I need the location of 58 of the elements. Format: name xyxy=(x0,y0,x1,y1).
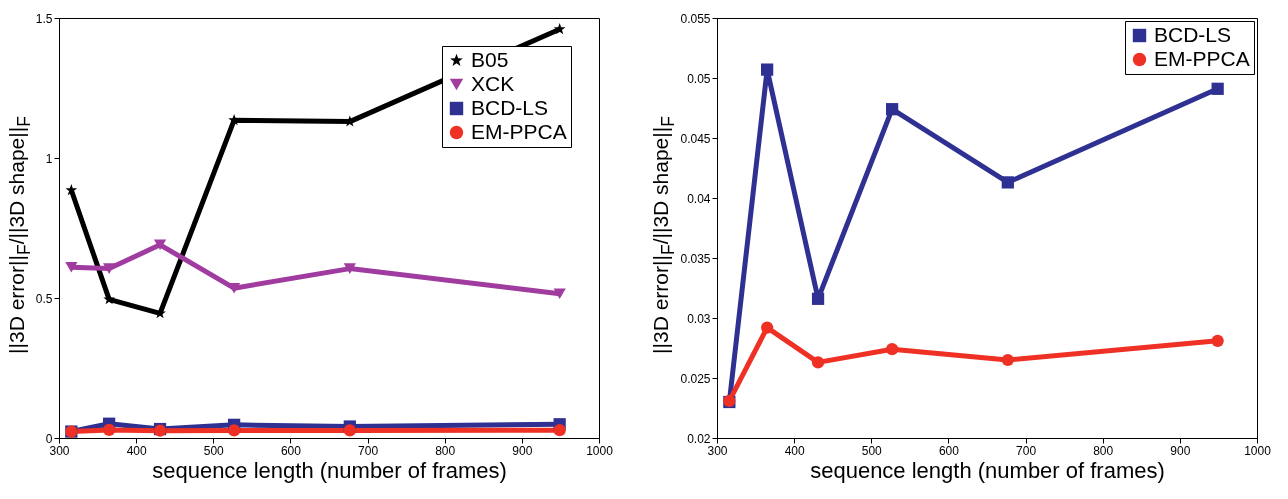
x-tick-label: 500 xyxy=(203,443,225,458)
point xyxy=(103,263,116,274)
point xyxy=(811,292,825,305)
legend-label: BCD-LS xyxy=(471,95,549,119)
x-tick-label: 900 xyxy=(512,443,533,458)
y-tick-label: 0.035 xyxy=(680,251,711,266)
point xyxy=(761,321,774,334)
x-axis-title: sequence length (number of frames) xyxy=(810,457,1165,483)
point xyxy=(103,423,116,436)
x-tick-label: 800 xyxy=(1093,443,1114,458)
y-tick-label: 0.025 xyxy=(680,371,711,386)
y-tick-label: 0.5 xyxy=(35,291,53,306)
x-tick-label: 600 xyxy=(280,443,302,458)
y-tick-label: 0.03 xyxy=(687,311,711,326)
x-tick-label: 400 xyxy=(126,443,147,458)
point xyxy=(343,263,356,274)
point xyxy=(553,23,566,35)
point xyxy=(65,184,78,196)
x-tick-label: 1000 xyxy=(586,443,614,458)
x-tick-label: 800 xyxy=(435,443,456,458)
point xyxy=(885,343,899,356)
point xyxy=(811,356,825,369)
x-tick-label: 500 xyxy=(861,443,883,458)
point xyxy=(65,261,78,273)
y-tick-label: 1.5 xyxy=(35,11,53,26)
point xyxy=(1001,353,1014,367)
y-tick-label: 0.045 xyxy=(680,131,711,146)
point xyxy=(1001,176,1014,189)
legend-label: EM-PPCA xyxy=(1154,46,1250,70)
x-tick-label: 300 xyxy=(707,443,728,458)
y-tick-label: 0.055 xyxy=(680,11,711,26)
y-tick-label: 0.02 xyxy=(687,431,711,446)
y-tick-label: 0 xyxy=(45,431,53,446)
x-tick-label: 900 xyxy=(1170,443,1191,458)
y-tick-label: 0.04 xyxy=(687,191,711,206)
x-tick-label: 600 xyxy=(938,443,960,458)
x-tick-label: 1000 xyxy=(1244,443,1272,458)
point xyxy=(1211,334,1224,347)
point xyxy=(343,424,356,437)
x-tick-label: 300 xyxy=(49,443,70,458)
legend-label: EM-PPCA xyxy=(471,119,567,143)
x-axis-title: sequence length (number of frames) xyxy=(152,457,507,483)
legend-label: B05 xyxy=(471,47,509,71)
point xyxy=(761,63,774,76)
x-tick-label: 700 xyxy=(1016,443,1037,458)
point xyxy=(227,424,241,437)
point xyxy=(553,424,566,437)
legend-label: XCK xyxy=(471,71,515,95)
point xyxy=(103,293,115,305)
point xyxy=(553,288,566,300)
y-tick-label: 1 xyxy=(45,151,53,166)
y-tick-label: 0.05 xyxy=(687,71,711,86)
point xyxy=(153,239,167,251)
x-tick-label: 700 xyxy=(358,443,379,458)
x-tick-label: 400 xyxy=(784,443,805,458)
point xyxy=(1211,82,1224,95)
legend-label: BCD-LS xyxy=(1154,22,1232,46)
point xyxy=(885,103,899,116)
